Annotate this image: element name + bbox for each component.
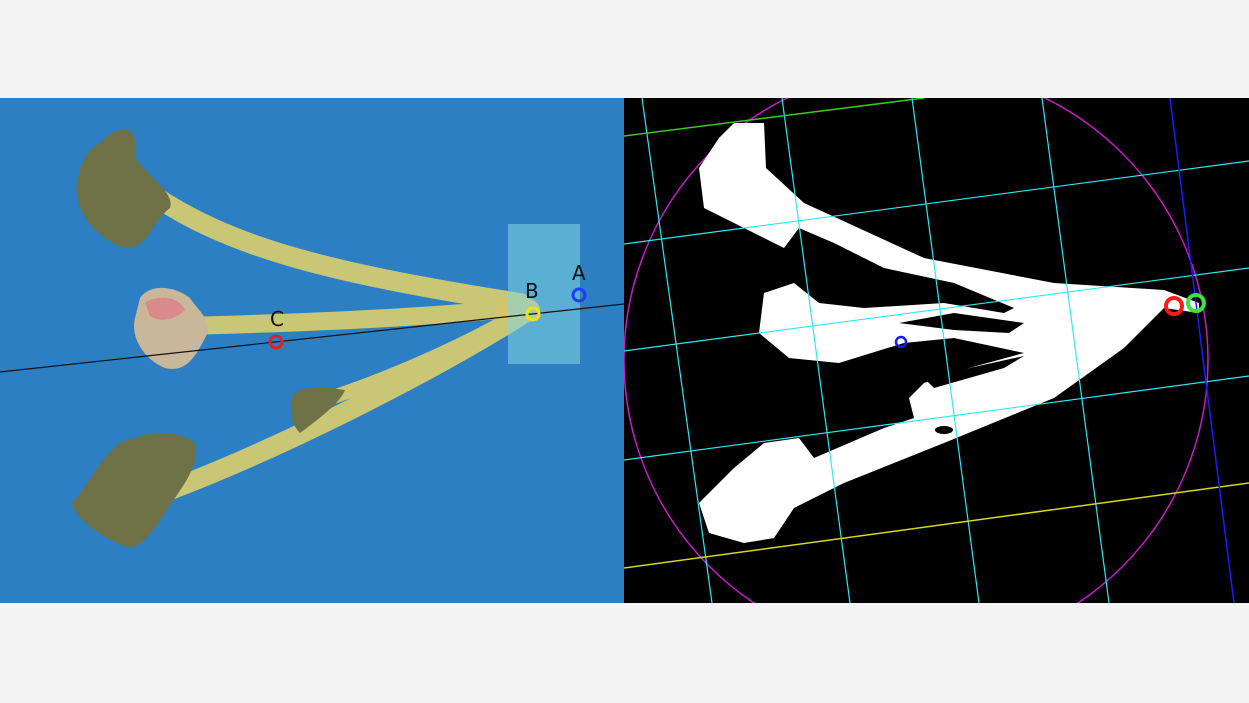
grid-vertical-1 [641, 98, 713, 603]
petal-lower [72, 433, 196, 548]
tip-marker-green[interactable] [1186, 293, 1206, 313]
grid-vertical-2 [781, 98, 851, 603]
top-boundary-line [624, 98, 925, 137]
grid-horizontal-1 [624, 160, 1249, 245]
grid-horizontal-3 [624, 375, 1249, 461]
junction-highlight-box [508, 224, 580, 364]
point-a-marker[interactable] [571, 287, 587, 303]
point-b-marker[interactable] [525, 306, 541, 322]
stem-upper [140, 183, 530, 313]
grid-vertical-4 [1041, 98, 1110, 603]
stem-lower [160, 306, 530, 500]
petal-short [290, 386, 345, 433]
petal-upper [76, 129, 171, 248]
alignment-grid [624, 98, 1249, 603]
mask-hole-1 [899, 313, 1024, 333]
grid-horizontal-2 [624, 267, 1249, 352]
point-b-label: B [525, 279, 539, 303]
mask-analysis-panel [624, 98, 1249, 603]
specimen-photo-panel: A B C [0, 98, 624, 603]
tip-marker-red[interactable] [1164, 296, 1184, 316]
right-boundary-line [1169, 98, 1235, 603]
point-a-label: A [572, 261, 586, 285]
specimen-photo: A B C [0, 98, 624, 603]
mask-analysis [624, 98, 1249, 603]
mask-body [699, 123, 1199, 543]
grid-vertical-3 [911, 98, 980, 603]
measurement-axis-line [0, 303, 624, 373]
petal-middle-tip [145, 297, 185, 320]
mask-hole-3 [935, 426, 953, 434]
specimen-mask [699, 123, 1199, 543]
bottom-boundary-line [624, 482, 1249, 569]
stem-middle [176, 299, 529, 335]
point-c-marker[interactable] [268, 334, 284, 350]
enclosing-circle [624, 98, 1209, 603]
point-c-label: C [270, 307, 284, 331]
centroid-marker[interactable] [894, 335, 908, 349]
